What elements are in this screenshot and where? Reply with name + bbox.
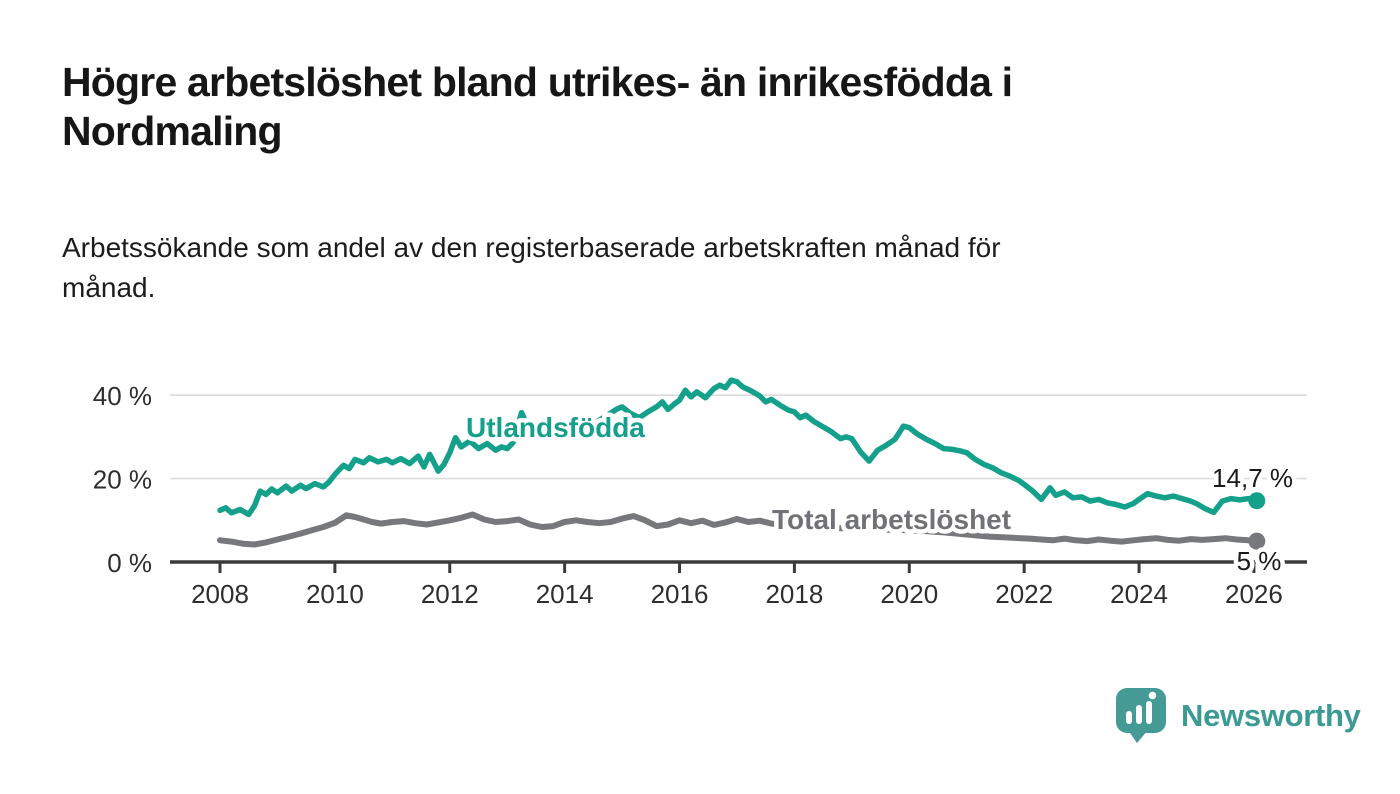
utlandsfodda-endpoint-dot (1248, 492, 1266, 510)
x-tick-label: 2008 (191, 579, 249, 609)
newsworthy-logo-icon (1116, 688, 1166, 743)
page-title-line2: Nordmaling (62, 108, 283, 154)
y-axis-tick-labels: 0 % 20 % 40 % (93, 381, 152, 578)
y-tick-label: 0 % (107, 548, 152, 578)
page-subtitle-line1: Arbetssökande som andel av den registerb… (62, 232, 1001, 263)
page-subtitle-line2: månad. (62, 272, 156, 303)
x-tick-label: 2022 (995, 579, 1053, 609)
brand-name: Newsworthy (1181, 697, 1361, 733)
total-end-value-label: 5 % (1237, 546, 1282, 576)
x-tick-label: 2012 (421, 579, 479, 609)
utlandsfodda-series-label: Utlandsfödda (466, 412, 645, 443)
x-tick-label: 2014 (536, 579, 594, 609)
utlandsfodda-end-value-label: 14,7 % (1212, 463, 1293, 493)
page-title: Högre arbetslöshet bland utrikes- än inr… (62, 58, 1312, 156)
x-tick-label: 2016 (651, 579, 709, 609)
x-tick-label: 2024 (1110, 579, 1168, 609)
y-gridlines (170, 394, 1307, 480)
utlandsfodda-line (217, 377, 1260, 518)
x-tick-label: 2020 (880, 579, 938, 609)
total-series-label: Total arbetslöshet (772, 504, 1011, 535)
x-axis-tick-labels: 2008 2010 2012 2014 2016 2018 2020 2022 2024 2026 (191, 579, 1283, 609)
x-tick-label: 2026 (1225, 579, 1283, 609)
total-arbetsloshet-line (217, 511, 1260, 548)
x-axis-tick-marks (218, 562, 1256, 573)
page-subtitle: Arbetssökande som andel av den registerb… (62, 228, 1312, 308)
page-title-line1: Högre arbetslöshet bland utrikes- än inr… (62, 59, 1013, 105)
y-tick-label: 20 % (93, 465, 152, 495)
brand-footer: Newsworthy (1114, 686, 1361, 743)
y-tick-label: 40 % (93, 381, 152, 411)
total-endpoint-dot (1248, 532, 1266, 550)
x-tick-label: 2018 (765, 579, 823, 609)
x-tick-label: 2010 (306, 579, 364, 609)
